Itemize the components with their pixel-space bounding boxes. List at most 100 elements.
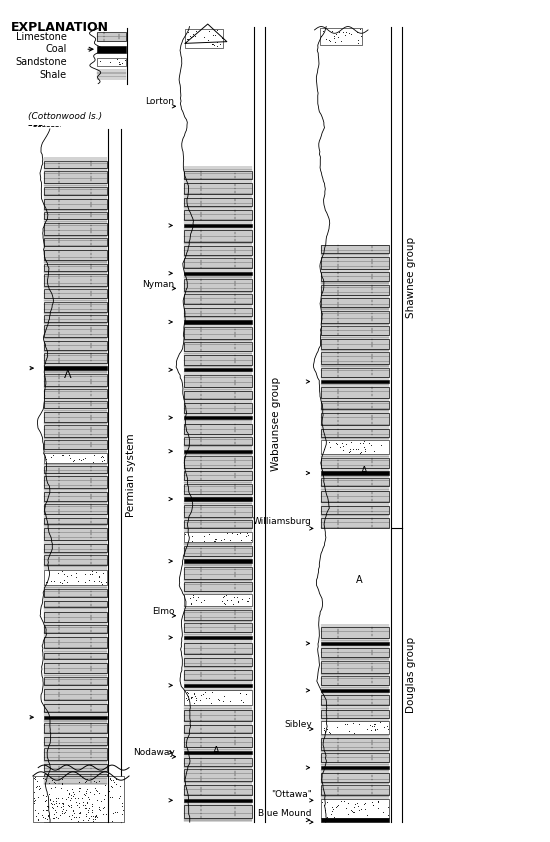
Point [40,795,49,808]
Point [237,693,246,706]
Point [35,779,43,792]
Point [221,597,230,610]
Point [121,53,130,67]
Point [383,719,392,733]
Point [48,802,57,815]
Bar [184,375,252,386]
Point [183,32,192,45]
Point [345,445,354,459]
Point [87,564,96,578]
Point [82,795,91,808]
Point [109,775,118,789]
Point [62,803,70,817]
Point [64,799,73,813]
Point [91,809,100,823]
Bar [321,689,389,692]
Point [101,778,109,791]
Point [52,795,60,808]
Point [232,527,241,541]
Point [347,27,356,40]
Point [85,812,94,825]
Bar [321,676,389,685]
Point [63,784,72,797]
Bar [97,45,126,52]
Point [109,774,118,787]
Bar [43,250,107,260]
Point [106,56,114,69]
Bar [184,484,252,494]
Point [66,798,75,812]
Point [345,444,354,457]
Point [112,777,120,791]
Bar [43,544,107,552]
Bar [184,391,252,399]
Point [107,773,116,786]
Point [200,529,208,542]
Point [112,772,120,786]
Point [71,795,80,808]
Point [355,436,364,450]
Point [76,781,85,795]
Point [95,570,104,584]
Point [72,570,80,584]
Point [88,805,97,818]
Point [180,528,189,541]
Point [244,594,252,608]
Point [208,29,217,42]
Bar [321,472,389,475]
Point [319,24,328,38]
Point [356,802,365,816]
Bar [43,223,107,235]
Point [74,452,83,466]
Point [354,442,363,456]
Point [191,690,200,703]
Point [183,689,192,702]
Point [117,807,126,821]
Point [364,436,373,450]
Bar [43,716,107,719]
Text: Blue Mound: Blue Mound [258,809,312,818]
Bar [43,353,107,363]
Point [34,791,42,804]
Point [117,797,126,810]
Point [95,802,104,816]
Point [90,813,99,826]
Bar [321,818,389,822]
Point [100,792,108,806]
Bar [321,478,389,487]
Point [365,718,374,732]
Point [65,799,74,813]
Point [73,798,82,812]
Text: Sibley: Sibley [284,720,312,729]
Bar [184,546,252,556]
Bar [43,504,107,514]
Point [39,810,47,823]
Bar [43,600,107,607]
Point [360,440,368,454]
Point [237,534,246,547]
Point [111,805,120,818]
Bar [184,786,252,796]
Point [326,440,335,454]
Point [232,528,241,541]
Point [383,722,392,736]
Point [346,435,355,449]
Point [75,806,84,819]
Bar [43,440,107,449]
Point [86,786,95,799]
Point [32,775,41,788]
Point [58,804,67,818]
Point [222,594,231,607]
Point [99,807,108,821]
Point [43,799,52,813]
Point [81,575,90,589]
Point [45,793,54,807]
Bar [321,710,389,718]
Point [115,791,124,805]
Point [229,590,238,604]
Point [76,453,85,466]
Point [372,722,381,736]
Point [199,593,208,606]
Point [213,40,222,53]
Bar [43,749,107,760]
